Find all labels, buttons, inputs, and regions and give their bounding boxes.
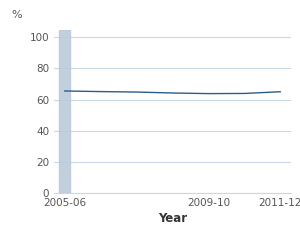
X-axis label: Year: Year <box>158 212 187 225</box>
Bar <box>59 30 70 193</box>
Text: %: % <box>11 10 22 20</box>
